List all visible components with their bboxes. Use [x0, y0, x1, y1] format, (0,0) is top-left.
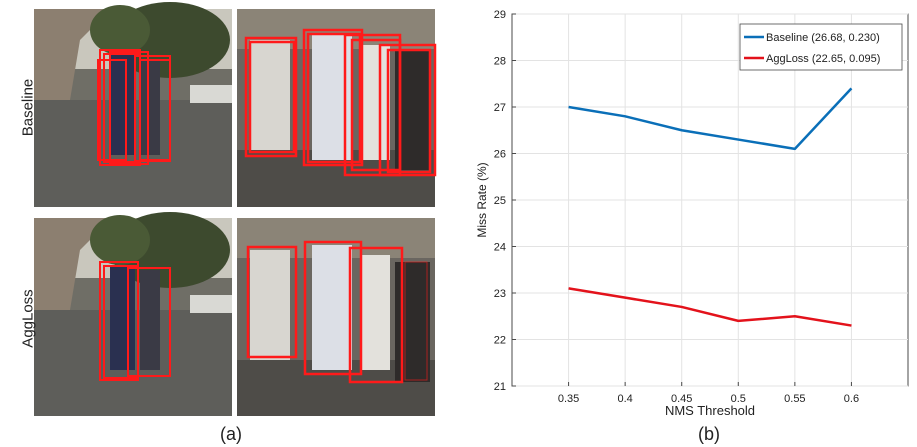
y-tick-label: 22 — [494, 335, 506, 347]
y-tick-label: 28 — [494, 56, 506, 68]
caption-b: (b) — [698, 424, 720, 444]
photo-baseline-crowd — [237, 9, 437, 207]
caption-a: (a) — [220, 424, 242, 444]
x-axis-ticks: 0.35 0.4 0.45 0.5 0.55 0.6 — [558, 382, 859, 405]
y-tick-label: 26 — [494, 149, 506, 161]
miss-rate-chart: 21 22 23 24 25 26 27 28 29 0.35 0.4 0.45 0.5 0.55 0.6… — [475, 9, 909, 418]
panel-a-photo-grid — [34, 2, 437, 416]
y-tick-label: 23 — [494, 288, 506, 300]
y-axis-label: Miss Rate (%) — [475, 162, 489, 237]
series-lines — [568, 87, 853, 327]
photo-aggloss-crowd — [237, 218, 435, 416]
y-tick-label: 21 — [494, 381, 506, 393]
row-label-baseline: Baseline — [19, 78, 37, 137]
row-label-aggloss: AggLoss — [19, 289, 37, 348]
x-axis-label: NMS Threshold — [665, 403, 755, 418]
legend-label-0: Baseline (26.68, 0.230) — [766, 32, 880, 44]
x-tick-label: 0.4 — [617, 393, 632, 405]
x-tick-label: 0.55 — [784, 393, 805, 405]
y-tick-label: 27 — [494, 102, 506, 114]
y-tick-label: 29 — [494, 9, 506, 21]
y-tick-label: 25 — [494, 195, 506, 207]
x-tick-label: 0.6 — [844, 393, 859, 405]
series-line-1 — [568, 287, 852, 327]
x-tick-label: 0.45 — [671, 393, 692, 405]
gridlines — [512, 13, 908, 387]
y-tick-label: 24 — [494, 242, 506, 254]
legend-label-1: AggLoss (22.65, 0.095) — [766, 53, 880, 65]
photo-baseline-street — [34, 2, 232, 207]
photo-aggloss-street — [34, 212, 232, 416]
chart-legend: Baseline (26.68, 0.230) AggLoss (22.65, 0… — [739, 23, 903, 71]
x-tick-label: 0.5 — [731, 393, 746, 405]
x-tick-label: 0.35 — [558, 393, 579, 405]
series-line-0 — [568, 87, 853, 151]
y-axis-ticks: 21 22 23 24 25 26 27 28 29 — [494, 9, 516, 393]
